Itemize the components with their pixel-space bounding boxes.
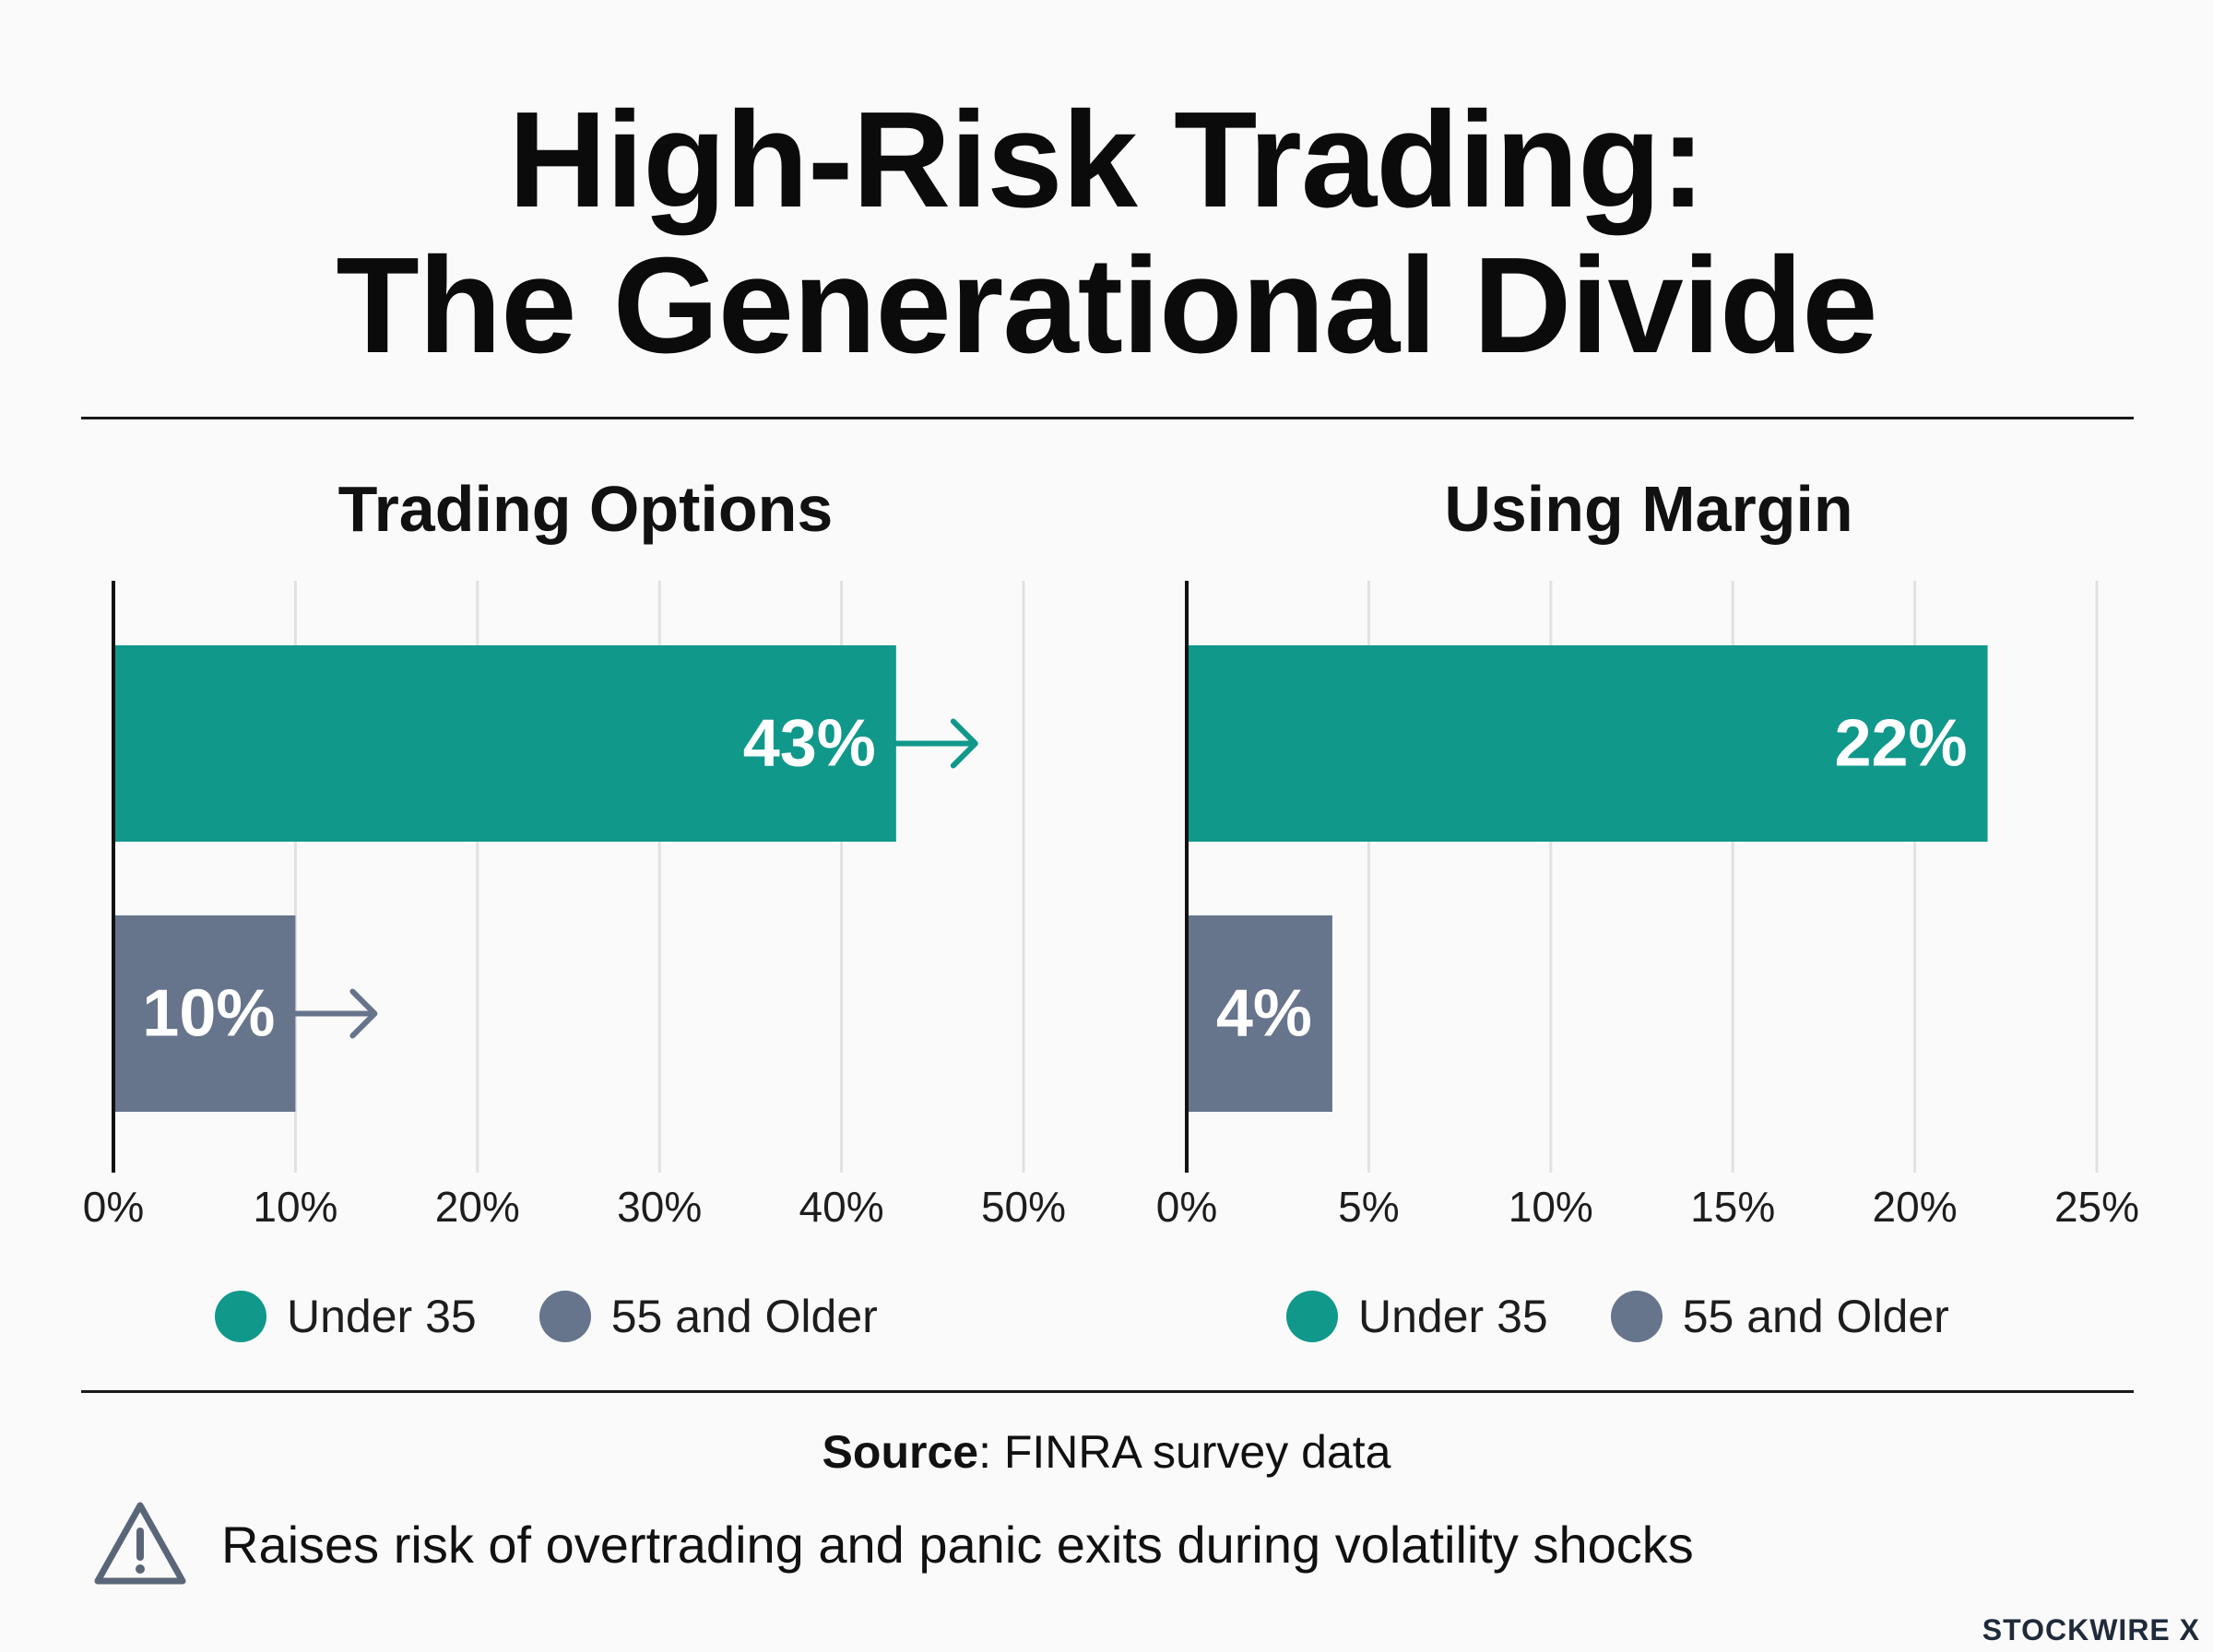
arrow-head [950, 718, 978, 769]
tick-label: 10% [253, 1183, 337, 1231]
tick-label: 0% [83, 1183, 144, 1231]
panel-title-options: Trading Options [337, 473, 834, 545]
note-text: Raises risk of overtrading and panic exi… [221, 1515, 1694, 1574]
bar-older55 [1187, 915, 1332, 1112]
data-label: 4% [1216, 977, 1312, 1051]
title-line-2: The Generational Divide [336, 230, 1877, 382]
tick-label: 0% [1156, 1183, 1217, 1231]
tick-label: 5% [1338, 1183, 1399, 1231]
data-label: 10% [142, 977, 275, 1051]
risk-note: Raises risk of overtrading and panic exi… [92, 1498, 1694, 1590]
tick-label: 10% [1509, 1183, 1593, 1231]
bar-under35 [113, 645, 896, 842]
legend-swatch-under35 [215, 1291, 266, 1342]
source-text: : FINRA survey data [978, 1426, 1391, 1478]
legend-item-under35: Under 35 [1286, 1290, 1548, 1343]
tick-label: 25% [2054, 1183, 2139, 1231]
tick-label: 50% [981, 1183, 1066, 1231]
tick-label: 20% [1873, 1183, 1958, 1231]
data-label: 43% [743, 707, 876, 781]
legend-item-older55: 55 and Older [1610, 1290, 1949, 1343]
source-line: Source: FINRA survey data [0, 1420, 2213, 1484]
legend-swatch-older55 [538, 1291, 591, 1342]
legend-item-under35: Under 35 [215, 1290, 477, 1343]
arrow-head [349, 988, 378, 1039]
data-label: 22% [1834, 707, 1967, 781]
legend-label: Under 35 [287, 1291, 477, 1342]
legend-item-older55: 55 and Older [538, 1290, 878, 1343]
top-divider [81, 417, 2134, 419]
legend-label: 55 and Older [1682, 1291, 1949, 1342]
bar-older55 [113, 915, 296, 1112]
page-title: High-Risk Trading: The Generational Divi… [0, 88, 2213, 379]
tick-label: 20% [435, 1183, 520, 1231]
legend-label: Under 35 [1358, 1291, 1548, 1342]
title-line-1: High-Risk Trading: [508, 84, 1706, 236]
panel-title-margin: Using Margin [1444, 473, 1853, 545]
source-label: Source [822, 1426, 979, 1478]
legend-margin: Under 35 55 and Older [1286, 1284, 2012, 1349]
legend-options: Under 35 55 and Older [215, 1284, 941, 1349]
legend-swatch-older55 [1610, 1291, 1663, 1342]
brand-logo: STOCKWIRE X [1982, 1613, 2200, 1646]
bar-under35 [1187, 645, 1988, 842]
tick-label: 15% [1690, 1183, 1775, 1231]
warning-triangle-icon [94, 1502, 186, 1585]
legend-label: 55 and Older [610, 1291, 878, 1342]
tick-label: 40% [799, 1183, 884, 1231]
legend-swatch-under35 [1286, 1291, 1338, 1342]
tick-label: 30% [617, 1183, 702, 1231]
bottom-divider [81, 1390, 2134, 1393]
